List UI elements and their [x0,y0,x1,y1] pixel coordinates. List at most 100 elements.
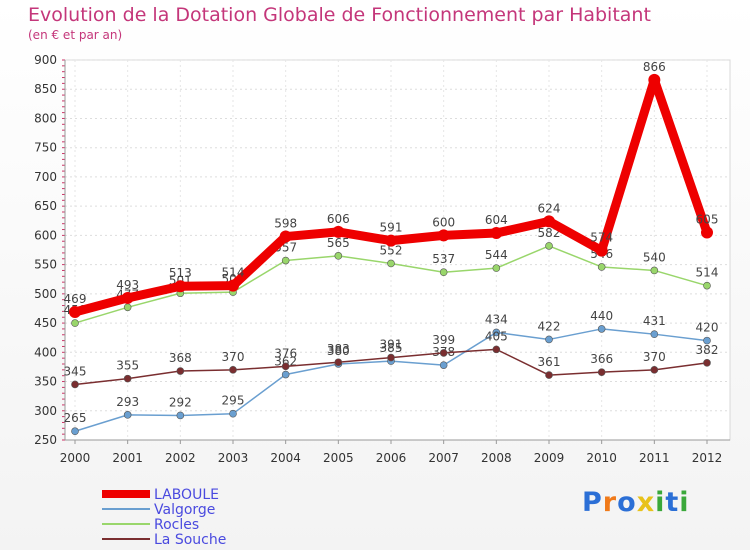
x-tick-label: 2006 [376,451,407,465]
data-label: 469 [64,292,87,306]
data-label: 604 [485,213,508,227]
data-point [439,361,448,369]
data-point [332,225,345,238]
logo-letter: t [665,487,680,518]
data-label: 434 [485,312,508,326]
data-label: 514 [696,266,719,280]
logo-letter: x [636,487,656,518]
data-label: 537 [432,252,455,266]
data-point [71,427,79,436]
y-tick-label: 850 [34,82,57,96]
chart-title: Evolution de la Dotation Globale de Fonc… [28,4,651,26]
data-label: 391 [380,338,403,352]
data-label: 265 [64,411,87,425]
y-tick-label: 400 [34,345,57,359]
data-label: 293 [116,395,139,409]
data-label: 431 [643,314,666,328]
x-tick-label: 2010 [586,451,617,465]
legend-label: Valgorge [154,502,215,518]
x-tick-label: 2012 [692,451,723,465]
chart-subtitle: (en € et par an) [28,28,123,42]
data-point [439,268,448,277]
data-label: 355 [116,359,139,373]
data-label: 361 [538,355,561,369]
data-point [71,319,79,327]
data-point [69,305,81,318]
data-label: 370 [643,350,666,364]
data-point [71,380,79,389]
data-label: 514 [222,266,245,280]
data-point [648,73,661,86]
y-tick-label: 450 [34,316,57,330]
data-point [597,263,606,271]
x-tick-label: 2003 [218,451,249,465]
data-label: 624 [538,201,561,215]
data-point [123,411,132,419]
data-point [387,259,395,268]
logo-letter: r [602,487,618,518]
data-label: 405 [485,329,508,343]
data-label: 292 [169,395,192,409]
data-point [229,366,237,374]
data-point [703,336,711,345]
data-point [123,303,132,312]
data-point [279,230,292,243]
data-point [281,362,290,371]
y-tick-label: 800 [34,111,57,125]
data-label: 591 [380,221,403,235]
data-point [176,367,185,375]
data-label: 552 [380,243,403,257]
data-label: 382 [696,343,719,357]
x-tick-label: 2002 [165,451,196,465]
data-label: 380 [327,344,350,358]
data-point [174,280,187,293]
plot-area [64,59,731,441]
data-point [492,328,501,337]
data-point [703,359,711,367]
legend-label: Rocles [154,517,199,533]
y-tick-label: 250 [34,433,57,447]
data-point [439,349,448,357]
data-label: 366 [590,352,613,366]
data-point [490,227,503,240]
data-label: 574 [590,231,613,245]
data-label: 605 [696,212,719,226]
data-label: 399 [432,333,455,347]
data-label: 385 [380,341,403,355]
data-label: 493 [116,278,139,292]
data-point [334,358,343,367]
data-point [703,281,711,290]
x-tick-label: 2005 [323,451,354,465]
data-point [545,242,553,250]
data-label: 422 [538,319,561,333]
data-label: 513 [169,266,192,280]
proxiti-logo: Proxiti [582,487,690,518]
y-tick-label: 300 [34,404,57,418]
y-tick-label: 350 [34,375,57,389]
data-label: 420 [696,321,719,335]
data-point [545,335,553,344]
data-label: 866 [643,60,666,74]
data-point [229,409,237,418]
data-label: 606 [327,212,350,226]
y-tick-label: 500 [34,287,57,301]
data-point [650,330,659,338]
data-point [281,370,290,379]
x-tick-label: 2007 [428,451,459,465]
data-label: 376 [274,346,297,360]
data-point [701,226,713,239]
data-label: 370 [222,350,245,364]
y-tick-label: 600 [34,228,57,242]
data-label: 345 [64,364,87,378]
data-label: 565 [327,236,350,250]
data-point [545,371,553,379]
data-label: 600 [432,215,455,229]
data-label: 540 [643,250,666,264]
data-point [281,256,290,265]
data-point [492,345,501,354]
y-tick-label: 750 [34,141,57,155]
data-point [597,368,606,376]
data-point [650,266,659,275]
data-point [650,366,659,374]
